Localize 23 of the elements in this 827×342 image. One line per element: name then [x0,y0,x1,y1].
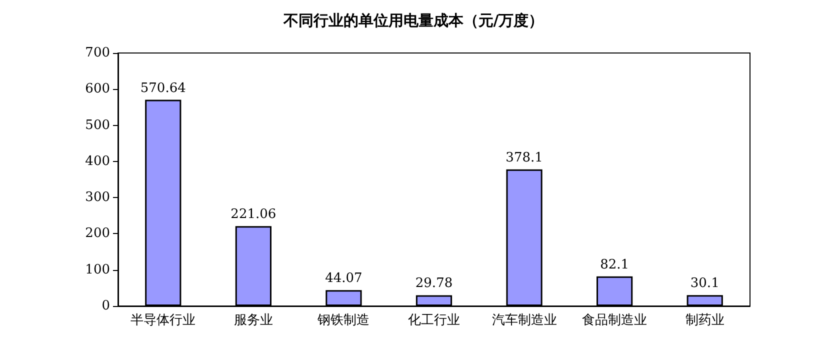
chart-title: 不同行业的单位用电量成本（元/万度） [282,12,544,30]
data-label: 29.78 [415,276,453,292]
x-tick-label: 服务业 [234,313,273,328]
data-label: 570.64 [140,80,186,96]
x-tick-label: 化工行业 [408,313,460,328]
y-tick-label: 500 [85,118,110,133]
y-tick-label: 400 [85,154,110,169]
x-tick-label: 汽车制造业 [492,313,557,328]
data-label: 82.1 [600,257,630,272]
y-tick-label: 100 [85,262,110,278]
data-label: 221.06 [230,207,276,222]
y-tick-label: 600 [85,82,110,97]
x-tick-label: 食品制造业 [582,313,648,328]
y-tick-label: 700 [85,46,110,60]
data-label: 30.1 [690,276,720,292]
data-label: 44.07 [325,271,362,286]
y-tick-label: 200 [85,226,110,242]
data-label: 378.1 [506,150,543,166]
x-tick-label: 制药业 [685,313,724,328]
x-tick-label: 半导体行业 [130,313,196,328]
y-tick-label: 0 [102,298,110,314]
y-tick-label: 300 [85,190,110,206]
x-tick-label: 钢铁制造 [316,313,370,328]
